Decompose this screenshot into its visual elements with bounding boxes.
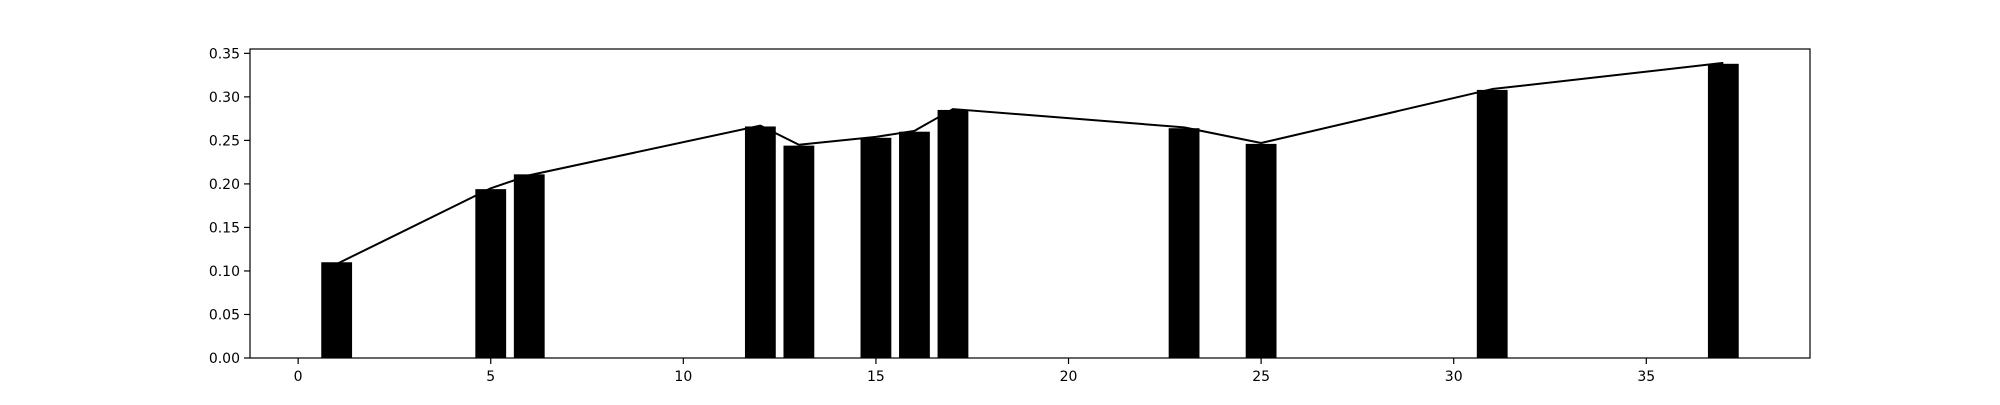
y-tick-label: 0.20: [209, 177, 240, 193]
x-tick-label: 20: [1060, 369, 1078, 385]
x-tick-label: 10: [674, 369, 692, 385]
y-tick-label: 0.05: [209, 307, 240, 323]
bar: [860, 137, 892, 358]
bar: [744, 126, 776, 358]
plot-frame: [249, 48, 1811, 359]
bar: [1245, 143, 1277, 358]
y-tick-label: 0.25: [209, 133, 240, 149]
bar: [937, 109, 969, 359]
x-tick-label: 0: [294, 369, 303, 385]
y-tick-label: 0.00: [209, 351, 240, 367]
bar: [899, 131, 930, 358]
bar: [321, 262, 353, 358]
y-tick-label: 0.10: [209, 264, 240, 280]
y-tick-label: 0.30: [209, 90, 240, 106]
series-line: [336, 61, 1724, 265]
bar: [1168, 128, 1200, 358]
x-tick-label: 25: [1252, 369, 1270, 385]
x-tick-label: 30: [1445, 369, 1463, 385]
x-tick-label: 15: [867, 369, 885, 385]
x-tick-label: 5: [486, 369, 495, 385]
y-tick-label: 0.35: [209, 46, 240, 62]
bar: [475, 189, 507, 358]
bar: [1476, 89, 1508, 358]
bar: [513, 174, 545, 358]
bar: [1707, 63, 1739, 359]
bar: [783, 145, 815, 358]
x-tick-label: 35: [1637, 369, 1655, 385]
y-tick-label: 0.15: [209, 220, 240, 236]
